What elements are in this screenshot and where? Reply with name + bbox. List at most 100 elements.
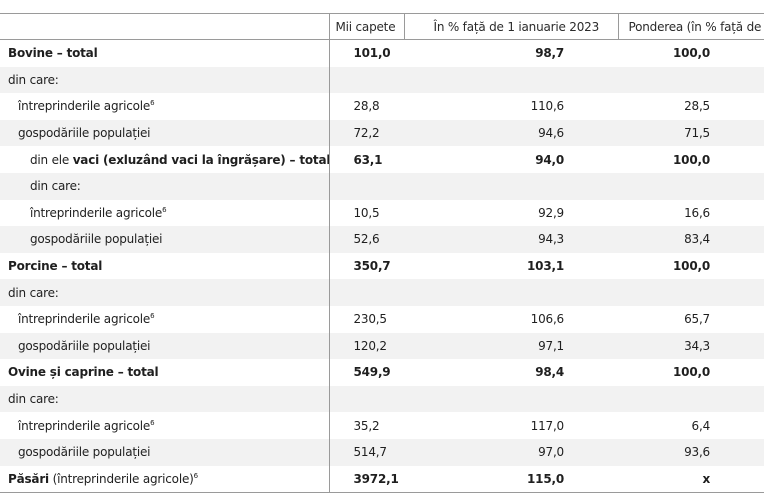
row-label: Păsări (întreprinderile agricole)6 (0, 472, 198, 486)
footnote-marker: 6 (150, 418, 155, 427)
row-label: întreprinderile agricole6 (0, 205, 167, 220)
row-label-cell: întreprinderile agricole6 (0, 93, 329, 120)
value-ponderea (618, 279, 764, 306)
row-label-text: gospodăriile populației (18, 126, 151, 141)
row-intreprinderi: întreprinderile agricole6 28,8 110,6 28,5 (0, 93, 764, 120)
value-percent-vs-2023: 97,0 (404, 438, 618, 466)
value-percent-vs-2023: 97,1 (404, 332, 618, 360)
row-label-cell: întreprinderile agricole6 (0, 412, 329, 439)
row-label-text: Bovine – total (8, 46, 98, 61)
header-row: Mii capete În % față de 1 ianuarie 2023 … (0, 13, 764, 40)
row-label-cell: Porcine – total (0, 253, 329, 280)
row-label-cell: gospodăriile populației (0, 332, 329, 360)
row-label: gospodăriile populației (0, 126, 151, 141)
value-percent-vs-2023: 94,0 (535, 152, 564, 167)
value-ponderea: 100,0 (673, 365, 710, 380)
row-din-care: din care: (0, 172, 764, 200)
row-gospodarii: gospodăriile populației 52,6 94,3 83,4 (0, 226, 764, 253)
value-ponderea: 83,4 (618, 226, 764, 253)
row-intreprinderi: întreprinderile agricole6 230,5 106,6 65,7 (0, 305, 764, 333)
value-mii-capete: 35,2 (328, 412, 404, 439)
row-intreprinderi: întreprinderile agricole6 10,5 92,9 16,6 (0, 199, 764, 227)
livestock-table: Mii capete În % față de 1 ianuarie 2023 … (0, 13, 764, 494)
value-percent-vs-2023: 92,9 (538, 205, 564, 220)
row-label-cell: Ovine și caprine – total (0, 359, 329, 386)
row-label-cell: Păsări (întreprinderile agricole)6 (0, 465, 329, 494)
row-bovine-total: Bovine – total 101,0 98,7 100,0 (0, 39, 764, 67)
value-mii-capete: 549,9 (328, 359, 404, 386)
value-ponderea (618, 172, 764, 200)
row-label: din care: (0, 392, 59, 406)
row-label: Bovine – total (0, 46, 98, 60)
value-mii-capete (328, 385, 404, 413)
row-din-care: din care: (0, 385, 764, 413)
value-ponderea: 34,3 (618, 332, 764, 360)
value-ponderea: x (618, 465, 764, 494)
value-percent-vs-2023: 94,3 (404, 226, 618, 253)
row-label: întreprinderile agricole6 (0, 418, 155, 433)
value-mii-capete: 72,2 (328, 119, 404, 147)
value-ponderea: 28,5 (684, 99, 710, 114)
value-percent-vs-2023: 106,6 (530, 312, 565, 327)
row-label: din care: (0, 73, 59, 87)
value-mii-capete: 63,1 (328, 146, 404, 173)
value-mii-capete: 52,6 (328, 226, 404, 253)
row-label-text: din care: (8, 285, 59, 300)
header-ponderea: Ponderea (în % față de total) (617, 13, 764, 40)
row-label-cell: întreprinderile agricole6 (0, 200, 329, 227)
row-intreprinderi: întreprinderile agricole6 35,2 117,0 6,4 (0, 412, 764, 439)
value-ponderea: 100,0 (673, 259, 710, 274)
value-ponderea: 71,5 (618, 119, 764, 147)
row-label: întreprinderile agricole6 (0, 99, 155, 114)
row-gospodarii: gospodăriile populației 72,2 94,6 71,5 (0, 119, 764, 147)
table-header: Mii capete În % față de 1 ianuarie 2023 … (0, 13, 764, 40)
value-percent-vs-2023: 117,0 (530, 418, 565, 433)
value-ponderea: 100,0 (673, 152, 710, 167)
value-percent-vs-2023 (404, 279, 618, 306)
row-label: din ele vaci (exluzând vaci la îngrășare… (0, 153, 329, 167)
value-percent-vs-2023 (404, 172, 618, 200)
footnote-marker: 6 (150, 99, 155, 108)
value-percent-vs-2023 (404, 66, 618, 94)
row-label-text: Păsări (8, 471, 49, 486)
row-label-cell: din ele vaci (exluzând vaci la îngrășare… (0, 146, 329, 173)
value-percent-vs-2023: 98,7 (535, 46, 564, 61)
value-mii-capete (328, 66, 404, 94)
row-label: Porcine – total (0, 259, 102, 273)
row-label: Ovine și caprine – total (0, 365, 159, 379)
value-mii-capete (328, 172, 404, 200)
row-label: din care: (0, 179, 81, 193)
value-ponderea: 65,7 (684, 312, 710, 327)
value-percent-vs-2023: 103,1 (527, 259, 564, 274)
row-gospodarii: gospodăriile populației 514,7 97,0 93,6 (0, 438, 764, 466)
row-label-text: gospodăriile populației (30, 232, 163, 247)
header-percent-vs-2023: În % față de 1 ianuarie 2023 (403, 13, 618, 40)
row-porcine-total: Porcine – total 350,7 103,1 100,0 (0, 252, 764, 280)
row-label-text: întreprinderile agricole (18, 99, 151, 114)
row-label-suffix: (întreprinderile agricole) (48, 471, 194, 486)
row-label-cell: gospodăriile populației (0, 119, 329, 147)
value-percent-vs-2023: 110,6 (530, 99, 565, 114)
footnote-marker: 6 (193, 471, 198, 480)
value-percent-vs-2023: 115,0 (404, 465, 618, 494)
value-mii-capete: 10,5 (328, 199, 404, 227)
value-percent-vs-2023 (404, 385, 618, 413)
row-label-cell: Bovine – total (0, 40, 329, 67)
row-label-text: din care: (8, 392, 59, 407)
row-label: întreprinderile agricole6 (0, 312, 155, 327)
row-ovine-caprine-total: Ovine și caprine – total 549,9 98,4 100,0 (0, 359, 764, 386)
row-label-text: întreprinderile agricole (30, 205, 163, 220)
row-label: gospodăriile populației (0, 339, 151, 353)
row-vaci-total: din ele vaci (exluzând vaci la îngrășare… (0, 146, 764, 173)
row-pasari: Păsări (întreprinderile agricole)6 3972,1… (0, 465, 764, 494)
row-label-cell: din care: (0, 385, 329, 413)
value-mii-capete: 101,0 (328, 39, 404, 67)
row-label-text: întreprinderile agricole (18, 312, 151, 327)
row-label-prefix: din ele (30, 152, 73, 167)
value-mii-capete (328, 279, 404, 306)
row-label: gospodăriile populației (0, 232, 163, 247)
header-mii-capete: Mii capete (328, 13, 404, 40)
row-label-text: gospodăriile populației (18, 445, 151, 460)
value-ponderea: 93,6 (618, 438, 764, 466)
